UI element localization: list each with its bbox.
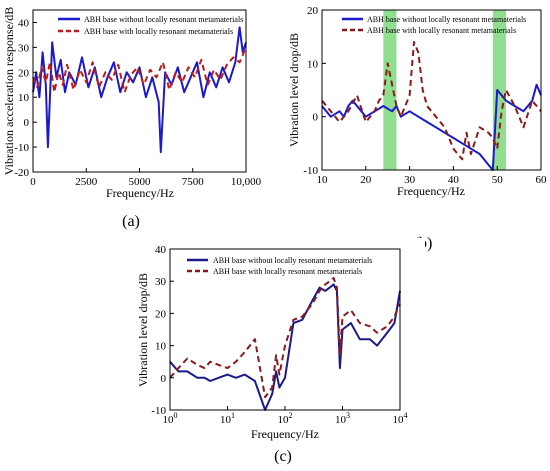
panel-c-legend-label-1: ABH base without locally resonant metama… xyxy=(213,256,372,265)
panel-a-y-tick-label: -10 xyxy=(14,142,29,154)
panel-a-y-tick-label: -20 xyxy=(14,167,29,179)
panel-c-y-axis: -10 0 10 20 30 40 xyxy=(151,244,174,417)
panel-b-x-axis-label: Frequency/Hz xyxy=(397,184,465,198)
panel-c-y-tick-label: -10 xyxy=(151,405,166,417)
panel-b-series-line-2 xyxy=(321,41,542,161)
panel-a-series xyxy=(32,26,247,154)
panel-b-series xyxy=(321,41,542,171)
panel-a-chart: 0 2500 5000 7500 10,000 -20 -10 0 10 20 30 40 Freq… xyxy=(0,0,265,250)
panel-a-x-tick-label: 7500 xyxy=(182,176,205,188)
panel-b-y-axis-label: Vibration level drop/dB xyxy=(287,33,301,147)
panel-b-legend: ABH base without locally resonant metama… xyxy=(342,15,526,35)
panel-c-series-line-1 xyxy=(169,283,401,411)
panel-b-y-tick-label: 10 xyxy=(307,58,319,70)
panel-c-y-tick-label: 20 xyxy=(155,308,167,320)
panel-b-highlight-bands xyxy=(383,10,506,170)
panel-b-chart: 10 20 30 40 50 60 -10 0 10 20 Frequency/Hz Vibra… xyxy=(275,0,550,252)
panel-a-x-tick-label: 10,000 xyxy=(231,176,262,188)
panel-a-y-axis-label: Vibration acceleration response/dB xyxy=(2,7,16,176)
panel-a-y-tick-label: 30 xyxy=(18,42,30,54)
panel-c-y-tick-label: 0 xyxy=(161,373,167,385)
panel-a-background xyxy=(0,0,265,250)
panel-c-legend-label-2: ABH base with locally resonant metamater… xyxy=(213,267,362,276)
panel-c-x-tick-exponent: 0 xyxy=(174,411,178,420)
panel-c-y-tick-label: 40 xyxy=(155,244,167,256)
panel-c-background xyxy=(125,238,425,471)
panel-b-y-tick-label: -10 xyxy=(303,165,318,177)
panel-b-plot-frame xyxy=(321,9,542,171)
panel-a-legend: ABH base without locally resonant metama… xyxy=(58,15,243,36)
panel-a-series-line-2 xyxy=(32,47,247,94)
panel-a-x-tick-label: 5000 xyxy=(129,176,152,188)
panel-b-x-axis: 10 20 30 40 50 60 xyxy=(317,166,548,186)
panel-a-legend-label-1: ABH base without locally resonant metama… xyxy=(84,15,243,24)
panel-a-x-axis: 0 2500 5000 7500 10,000 xyxy=(30,168,262,188)
panel-a-y-tick-label: 0 xyxy=(24,117,30,129)
panel-c-series-line-2 xyxy=(169,277,401,399)
panel-a-legend-label-2: ABH base with locally resonant metamater… xyxy=(84,27,233,36)
panel-a-label: (a) xyxy=(122,213,140,230)
panel-a-y-axis: -20 -10 0 10 20 30 40 xyxy=(14,17,37,179)
panel-b-x-tick-label: 40 xyxy=(448,174,460,186)
panel-a-y-tick-label: 10 xyxy=(18,92,30,104)
panel-a-x-axis-label: Frequency/Hz xyxy=(106,186,174,200)
panel-a-x-tick-label: 2500 xyxy=(75,176,98,188)
panel-b-x-tick-label: 60 xyxy=(536,174,548,186)
panel-b-x-tick-label: 20 xyxy=(360,174,372,186)
panel-b-band-1 xyxy=(383,10,397,170)
panel-b-y-axis: -10 0 10 20 xyxy=(303,5,326,177)
panel-c-label: (c) xyxy=(274,448,292,465)
panel-a-y-tick-label: 40 xyxy=(18,17,30,29)
panel-c-series xyxy=(169,277,401,411)
panel-c-y-axis-label: Vibration level drop/dB xyxy=(136,273,150,387)
panel-c-x-tick-exponent: 1 xyxy=(231,411,235,420)
panel-c-y-tick-label: 10 xyxy=(155,341,167,353)
panel-b-y-tick-label: 20 xyxy=(307,5,319,17)
panel-a-x-tick-label: 0 xyxy=(30,176,36,188)
panel-c-x-tick-exponent: 3 xyxy=(346,411,350,420)
panel-c-y-tick-label: 30 xyxy=(155,276,167,288)
panel-b-y-tick-label: 0 xyxy=(313,112,319,124)
panel-b-legend-label-1: ABH base without locally resonant metama… xyxy=(367,15,526,24)
panel-b-legend-label-2: ABH base with locally resonant metamater… xyxy=(367,26,516,35)
panel-c-x-tick-exponent: 4 xyxy=(404,411,408,420)
panel-b-x-tick-label: 50 xyxy=(492,174,504,186)
panel-a-y-tick-label: 20 xyxy=(18,67,30,79)
panel-a-series-line-1 xyxy=(32,26,247,154)
panel-c-x-tick-exponent: 2 xyxy=(289,411,293,420)
panel-b-x-tick-label: 10 xyxy=(317,174,329,186)
panel-c-legend: ABH base without locally resonant metama… xyxy=(187,256,372,276)
panel-c-x-axis-label: Frequency/Hz xyxy=(251,427,319,441)
panel-b-x-tick-label: 30 xyxy=(404,174,416,186)
panel-b-band-2 xyxy=(492,10,506,170)
panel-b-background xyxy=(275,0,550,250)
